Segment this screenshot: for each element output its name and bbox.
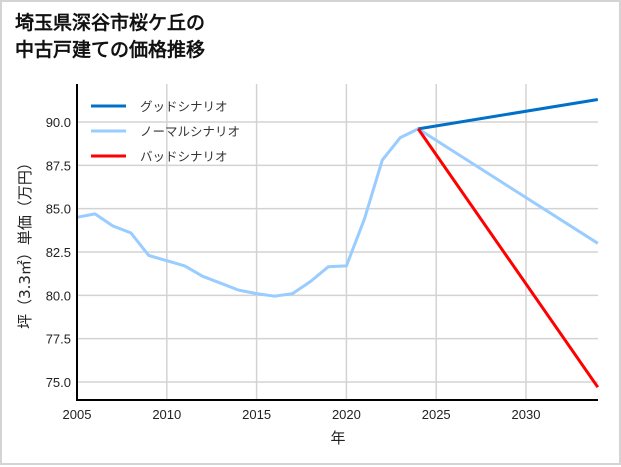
series-line-2 [416,128,600,389]
x-tick-label: 2010 [152,407,181,422]
y-axis-ticks: 75.0 77.5 80.0 82.5 85.0 87.5 90.0 [46,115,71,390]
series-line-0 [417,98,599,131]
x-tick-label: 2005 [63,407,92,422]
data-series [76,98,600,389]
y-tick-label: 77.5 [46,332,71,347]
y-tick-label: 90.0 [46,115,71,130]
y-axis-title: 坪（3.3㎡）単価（万円） [16,155,34,329]
x-tick-label: 2020 [332,407,361,422]
x-tick-label: 2030 [512,407,541,422]
y-tick-label: 80.0 [46,288,71,303]
axes [76,84,598,401]
chart-title: 埼玉県深谷市桜ケ丘の 中古戸建ての価格推移 [15,12,206,61]
x-tick-label: 2025 [422,407,451,422]
x-axis-ticks: 2005 2010 2015 2020 2025 2030 [63,407,541,422]
legend-label: ノーマルシナリオ [140,124,240,139]
grid-lines [76,84,598,400]
legend-label: バッドシナリオ [140,149,228,164]
x-tick-label: 2015 [242,407,271,422]
x-axis-title: 年 [330,429,345,447]
series-line-1 [76,127,599,298]
y-tick-label: 82.5 [46,245,71,260]
legend-label: グッドシナリオ [140,99,228,114]
y-tick-label: 75.0 [46,375,71,390]
y-tick-label: 85.0 [46,202,71,217]
y-tick-label: 87.5 [46,158,71,173]
